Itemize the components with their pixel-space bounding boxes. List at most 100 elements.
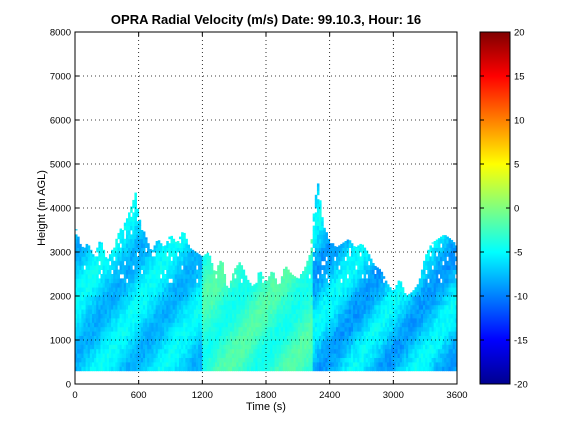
heatmap-cell <box>440 313 443 319</box>
colorbar-tick-label: -5 <box>514 248 522 259</box>
heatmap-cell <box>316 287 320 292</box>
heatmap-cell <box>259 340 263 345</box>
heatmap-cell <box>342 274 345 279</box>
heatmap-cell <box>115 256 118 262</box>
heatmap-cell <box>306 348 309 354</box>
heatmap-cell <box>312 269 316 275</box>
heatmap-cell <box>102 331 106 336</box>
heatmap-cell <box>77 357 80 363</box>
heatmap-cell <box>191 340 195 345</box>
heatmap-cell <box>327 247 331 253</box>
heatmap-cell <box>138 287 142 292</box>
heatmap-cell <box>212 270 216 275</box>
heatmap-cell <box>178 322 182 328</box>
heatmap-cell <box>236 340 239 345</box>
heatmap-cell <box>181 309 184 314</box>
heatmap-cell <box>238 296 241 301</box>
heatmap-cell <box>431 282 435 288</box>
heatmap-cell <box>372 362 375 367</box>
heatmap-cell <box>195 318 199 323</box>
heatmap-cell <box>172 313 176 319</box>
heatmap-cell <box>77 362 80 367</box>
heatmap-cell <box>128 313 131 319</box>
heatmap-cell <box>227 357 231 363</box>
heatmap-cell <box>134 300 137 306</box>
heatmap-cell <box>312 335 316 341</box>
heatmap-cell <box>306 340 309 345</box>
heatmap-cell <box>338 362 341 367</box>
heatmap-cell <box>344 357 348 363</box>
heatmap-cell <box>435 282 439 288</box>
heatmap-cell <box>425 331 428 336</box>
heatmap-cell <box>208 255 212 257</box>
heatmap-cell <box>195 331 199 336</box>
heatmap-cell <box>423 269 426 275</box>
heatmap-cell <box>272 278 275 284</box>
heatmap-cell <box>268 353 271 358</box>
heatmap-cell <box>123 274 127 279</box>
heatmap-cell <box>346 318 350 323</box>
heatmap-cell <box>134 331 137 336</box>
heatmap-cell <box>276 366 280 372</box>
heatmap-cell <box>440 304 443 310</box>
heatmap-cell <box>172 274 176 279</box>
heatmap-cell <box>87 340 91 345</box>
heatmap-cell <box>200 300 203 306</box>
heatmap-cell <box>308 340 311 345</box>
heatmap-cell <box>91 265 95 270</box>
heatmap-cell <box>202 282 205 288</box>
heatmap-cell <box>83 256 87 262</box>
heatmap-cell <box>210 274 214 279</box>
heatmap-cell <box>108 274 112 279</box>
heatmap-cell <box>89 265 93 270</box>
heatmap-cell <box>331 309 335 314</box>
heatmap-cell <box>219 331 222 336</box>
heatmap-cell <box>454 357 458 363</box>
heatmap-cell <box>200 260 203 266</box>
heatmap-cell <box>308 331 311 336</box>
heatmap-cell <box>113 278 116 284</box>
heatmap-cell <box>329 296 333 301</box>
heatmap-cell <box>246 331 250 336</box>
heatmap-cell <box>251 326 254 332</box>
heatmap-cell <box>329 348 333 354</box>
heatmap-cell <box>308 353 311 358</box>
heatmap-cell <box>363 344 367 350</box>
heatmap-cell <box>215 322 218 328</box>
heatmap-cell <box>355 335 358 341</box>
heatmap-cell <box>319 353 322 358</box>
heatmap-cell <box>229 291 233 297</box>
heatmap-cell <box>162 296 165 301</box>
heatmap-cell <box>100 340 103 345</box>
heatmap-cell <box>244 335 248 341</box>
heatmap-cell <box>304 313 307 319</box>
heatmap-cell <box>134 247 137 253</box>
heatmap-cell <box>431 269 435 275</box>
heatmap-cell <box>240 313 244 319</box>
heatmap-cell <box>391 357 394 363</box>
heatmap-cell <box>234 287 237 292</box>
heatmap-cell <box>85 282 89 288</box>
heatmap-cell <box>344 274 348 279</box>
heatmap-cell <box>329 335 333 341</box>
heatmap-cell <box>81 291 84 297</box>
heatmap-cell <box>380 291 384 297</box>
heatmap-cell <box>272 309 275 314</box>
heatmap-cell <box>333 348 337 354</box>
heatmap-cell <box>297 331 301 336</box>
heatmap-cell <box>336 274 339 279</box>
heatmap-cell <box>187 322 190 328</box>
heatmap-cell <box>327 331 331 336</box>
heatmap-cell <box>369 300 373 306</box>
heatmap-cell <box>291 322 294 328</box>
heatmap-cell <box>140 265 144 270</box>
heatmap-cell <box>208 278 212 284</box>
heatmap-cell <box>289 287 292 292</box>
heatmap-cell <box>198 335 201 341</box>
heatmap-cell <box>187 282 190 288</box>
heatmap-cell <box>285 366 288 372</box>
heatmap-cell <box>389 344 392 350</box>
heatmap-cell <box>123 252 127 257</box>
heatmap-cell <box>121 278 125 284</box>
heatmap-cell <box>187 252 190 257</box>
